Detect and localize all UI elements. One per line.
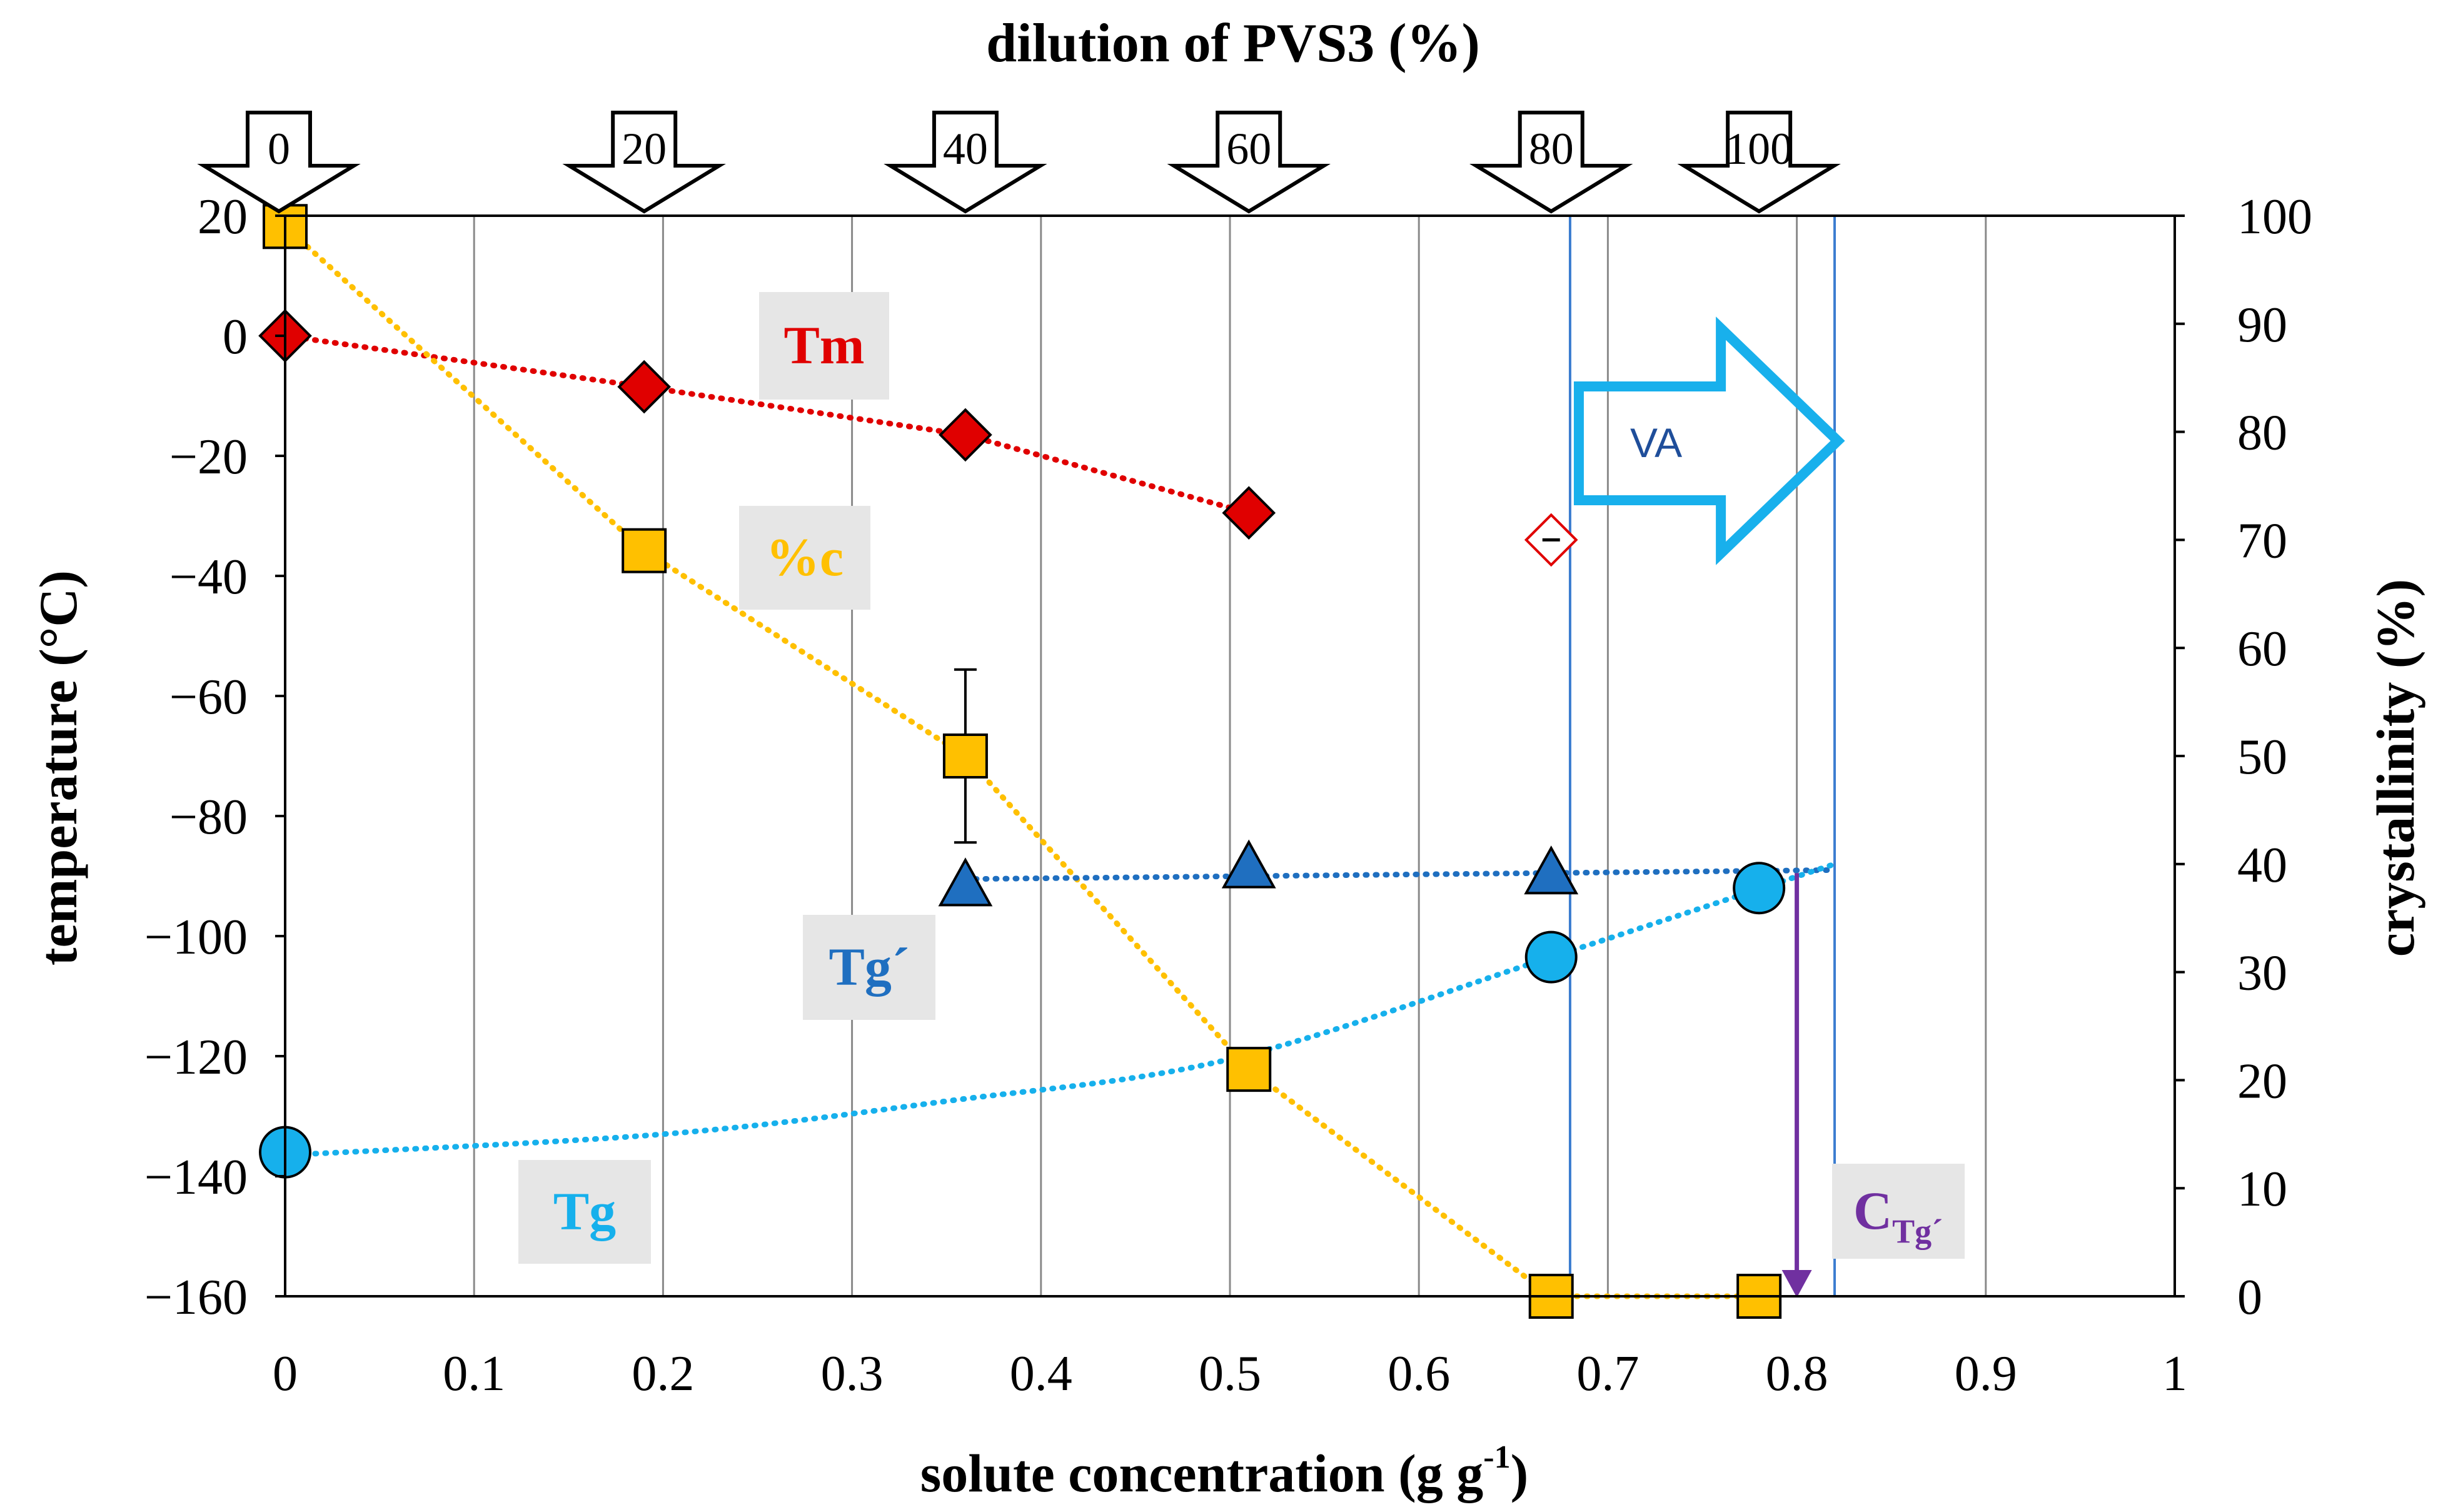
series-label-box — [518, 1160, 651, 1264]
series-label: %c — [766, 527, 844, 587]
series-label: Tm — [784, 315, 865, 375]
ctg-arrow-head — [1781, 1270, 1812, 1298]
data-point-tm — [617, 360, 672, 414]
data-point-tg — [1524, 845, 1579, 895]
data-point-tg — [1733, 862, 1786, 915]
dilution-marker-label: 40 — [943, 124, 988, 174]
data-point-tm — [1222, 486, 1276, 540]
dilution-marker-arrow — [1469, 111, 1633, 214]
y-left-tick-label: −160 — [144, 1270, 248, 1325]
y-right-tick-label: 30 — [2237, 946, 2287, 1001]
y-left-tick-label: −100 — [144, 910, 248, 965]
x-tick-label: 1 — [2162, 1346, 2187, 1401]
dilution-marker-label: 100 — [1725, 124, 1793, 174]
x-tick-label: 0.4 — [1010, 1346, 1072, 1401]
x-tick-label: 0.1 — [443, 1346, 505, 1401]
labels-layer: Tm %c Tg´ Tg CTg´ — [518, 292, 1965, 1264]
series-label: Tg — [553, 1181, 616, 1241]
va-arrow — [1573, 316, 1845, 565]
data-point-tg — [1221, 839, 1276, 889]
y-left-axis-title: temperature (°C) — [28, 570, 88, 965]
dilution-marker-arrow — [884, 111, 1047, 214]
y-right-tick-label: 70 — [2237, 513, 2287, 568]
x-tick-label: 0.8 — [1766, 1346, 1828, 1401]
ctg-label-box — [1832, 1164, 1965, 1259]
y-right-tick-label: 20 — [2237, 1054, 2287, 1109]
series-label-box — [803, 915, 935, 1020]
series-label-box — [759, 292, 889, 400]
dilution-marker-label: 0 — [268, 124, 290, 174]
data-point-tm — [939, 408, 992, 462]
series-label-box — [739, 506, 870, 610]
y-left-tick-label: −140 — [144, 1150, 248, 1205]
dilution-marker-arrow — [562, 111, 726, 214]
dilution-marker-arrow — [1677, 111, 1841, 214]
y-right-tick-label: 50 — [2237, 730, 2287, 785]
chart-title: dilution of PVS3 (%) — [986, 13, 1480, 74]
y-right-tick-label: 0 — [2237, 1270, 2262, 1325]
y-left-tick-label: −60 — [169, 670, 248, 725]
x-tick-label: 0.9 — [1955, 1346, 2017, 1401]
data-point-c — [1226, 1047, 1272, 1092]
x-axis-title: solute concentration (g g-1) — [920, 1439, 1528, 1503]
series-line-tg — [282, 861, 1838, 1158]
y-right-tick-label: 100 — [2237, 189, 2312, 244]
ctg-label: CTg´ — [1853, 1181, 1943, 1250]
x-tick-label: 0.5 — [1199, 1346, 1261, 1401]
grid-layer — [473, 216, 1987, 1296]
top-markers-layer: 0 20 40 60 80 100 — [197, 111, 1841, 214]
y-right-axis-title: crystallinity (%) — [2365, 579, 2425, 957]
y-left-tick-label: −120 — [144, 1030, 248, 1085]
data-point-tg — [1524, 930, 1578, 984]
data-point-c — [942, 733, 988, 779]
y-right-tick-label: 80 — [2237, 406, 2287, 461]
y-right-tick-label: 10 — [2237, 1162, 2287, 1217]
y-left-tick-label: 0 — [223, 310, 248, 365]
dilution-marker-arrow — [1167, 111, 1331, 214]
points-layer — [258, 204, 1786, 1319]
y-left-tick-label: −20 — [169, 430, 248, 485]
va-label: VA — [1630, 420, 1682, 466]
x-tick-label: 0.3 — [821, 1346, 884, 1401]
series-line-tm — [282, 333, 1252, 516]
va-layer: VA — [1568, 216, 1845, 1296]
dilution-marker-arrow — [197, 111, 361, 214]
x-tick-label: 0 — [273, 1346, 298, 1401]
dilution-marker-label: 80 — [1529, 124, 1574, 174]
dilution-marker-label: 60 — [1226, 124, 1271, 174]
y-right-tick-label: 60 — [2237, 622, 2287, 677]
data-point-c — [622, 528, 667, 573]
y-left-tick-label: −40 — [169, 550, 248, 605]
axes-layer: 0 0.1 0.2 0.3 0.4 0.5 0.6 0.7 0.8 0.9 1 20 0 −20 −40 −6… — [144, 189, 2312, 1401]
dilution-marker-label: 20 — [622, 124, 667, 174]
series-line-tg — [962, 867, 1838, 882]
x-tick-label: 0.6 — [1388, 1346, 1450, 1401]
y-right-tick-label: 90 — [2237, 298, 2287, 353]
series-label: Tg´ — [829, 937, 910, 997]
series-line-c — [282, 223, 1762, 1299]
data-point-tg — [938, 857, 993, 907]
y-right-tick-label: 40 — [2237, 838, 2287, 893]
plot-frame — [284, 214, 2176, 1298]
x-tick-label: 0.7 — [1576, 1346, 1639, 1401]
y-left-tick-label: 20 — [198, 189, 248, 244]
x-tick-label: 0.2 — [632, 1346, 694, 1401]
y-left-tick-label: −80 — [169, 790, 248, 845]
